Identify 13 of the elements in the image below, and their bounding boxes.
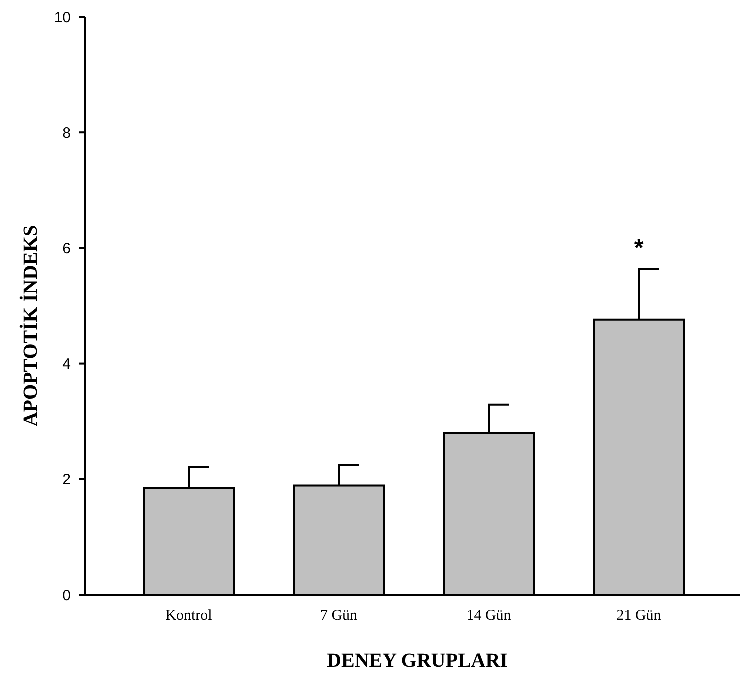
x-tick-label: Kontrol — [166, 608, 212, 624]
x-tick-label: 14 Gün — [466, 608, 512, 624]
y-tick-label: 4 — [62, 356, 71, 374]
y-tick-label: 0 — [62, 587, 71, 604]
x-axis-title: DENEY GRUPLARI — [327, 650, 508, 672]
annotation: * — [634, 234, 644, 262]
y-tick-label: 10 — [54, 9, 71, 26]
x-tick-label: 21 Gün — [616, 608, 662, 624]
x-tick-label: 7 Gün — [320, 608, 358, 624]
y-tick-label: 2 — [62, 472, 71, 489]
y-tick-label: 8 — [62, 124, 71, 142]
y-axis-title: APOPTOTİK İNDEKS — [19, 225, 42, 427]
y-tick-label: 6 — [62, 240, 71, 258]
